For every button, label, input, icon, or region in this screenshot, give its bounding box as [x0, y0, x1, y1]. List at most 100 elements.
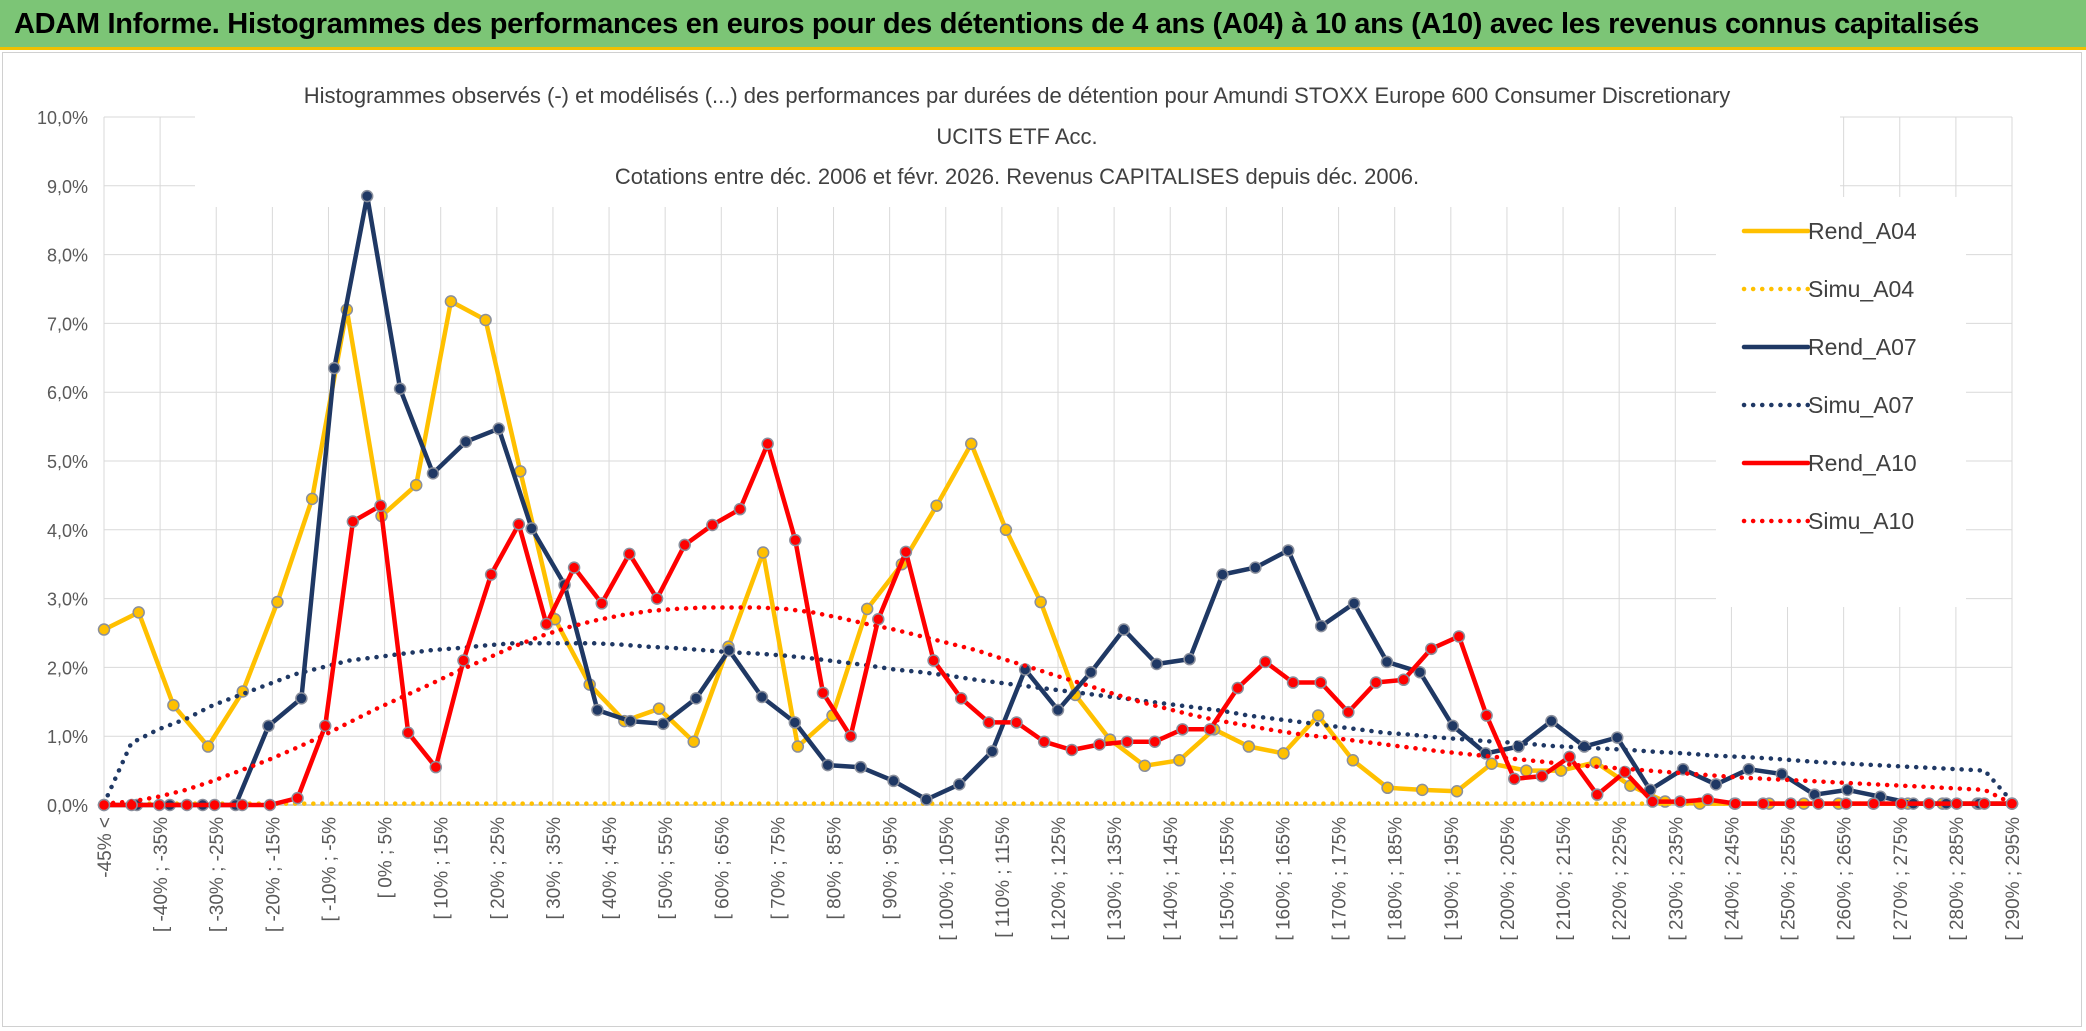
- data-point-rend-a10: [567, 561, 581, 574]
- legend: Rend_A04 Simu_A04 Rend_A07 Simu_A07 Rend_A10…: [1716, 197, 1966, 607]
- data-point-rend-a07: [492, 422, 506, 435]
- x-tick-label: [ 150% ; 155%: [1217, 817, 1238, 941]
- data-point-rend-a04: [97, 623, 111, 636]
- x-tick-label: [ 40% ; 45%: [600, 817, 621, 920]
- data-point-rend-a07: [1709, 778, 1723, 791]
- data-point-rend-a10: [1231, 681, 1244, 695]
- legend-label-rend-a07: Rend_A07: [1808, 334, 1917, 360]
- data-point-rend-a07: [656, 717, 670, 731]
- report-title: ADAM Informe. Histogrammes des performan…: [14, 8, 1980, 40]
- legend-label-simu-a04: Simu_A04: [1808, 276, 1914, 302]
- data-point-rend-a10: [1259, 655, 1272, 669]
- data-point-rend-a10: [1425, 642, 1438, 656]
- x-tick-label: [ 280% ; 285%: [1947, 817, 1968, 941]
- data-point-rend-a07: [624, 714, 637, 728]
- x-tick-label: [ 80% ; 85%: [825, 817, 846, 920]
- x-tick-label: [ 170% ; 175%: [1330, 817, 1351, 941]
- legend-label-simu-a07: Simu_A07: [1808, 392, 1914, 418]
- data-point-rend-a10: [1065, 743, 1079, 757]
- data-point-rend-a04: [1242, 740, 1256, 753]
- data-point-rend-a10: [208, 798, 221, 812]
- data-point-rend-a04: [201, 740, 215, 753]
- data-point-rend-a10: [1950, 797, 1963, 810]
- data-point-rend-a10: [1867, 797, 1880, 810]
- data-point-rend-a10: [761, 437, 774, 451]
- data-point-rend-a04: [1311, 709, 1325, 722]
- data-point-rend-a10: [318, 719, 332, 733]
- data-point-rend-a04: [1485, 757, 1498, 770]
- x-tick-label: [ 200% ; 205%: [1498, 817, 1519, 941]
- data-point-rend-a10: [1756, 797, 1770, 810]
- data-point-rend-a07: [821, 758, 834, 772]
- x-tick-label: [ -10% ; -5%: [319, 817, 340, 922]
- data-point-rend-a04: [1346, 754, 1360, 767]
- x-tick-label: [ -30% ; -25%: [207, 817, 228, 932]
- chart-title-line-1: Histogrammes observés (-) et modélisés (…: [304, 83, 1731, 108]
- data-point-rend-a10: [1701, 793, 1715, 806]
- data-point-rend-a10: [236, 798, 249, 812]
- x-tick-label: [ 260% ; 265%: [1835, 817, 1856, 941]
- data-point-rend-a04: [687, 735, 700, 748]
- data-point-rend-a10: [706, 518, 719, 532]
- x-tick-label: [ 110% ; 115%: [993, 817, 1014, 938]
- chart-title-line-3: Cotations entre déc. 2006 et févr. 2026.…: [615, 164, 1419, 189]
- data-point-rend-a10: [1480, 709, 1493, 722]
- data-point-rend-a10: [374, 499, 387, 512]
- data-point-rend-a10: [1895, 797, 1908, 810]
- data-point-rend-a10: [1673, 795, 1687, 808]
- data-point-rend-a10: [401, 726, 415, 740]
- x-tick-label: [ 230% ; 235%: [1666, 817, 1687, 941]
- data-point-rend-a07: [426, 467, 440, 480]
- data-point-rend-a10: [1508, 772, 1521, 786]
- data-point-rend-a10: [180, 798, 194, 812]
- y-tick-label: 5,0%: [47, 452, 88, 472]
- data-point-rend-a10: [1148, 735, 1162, 748]
- data-point-rend-a07: [393, 382, 407, 396]
- data-point-rend-a04: [132, 606, 145, 619]
- data-point-rend-a10: [954, 692, 968, 705]
- data-point-rend-a04: [479, 313, 492, 327]
- data-point-rend-a10: [595, 597, 608, 610]
- data-point-rend-a07: [1841, 783, 1854, 797]
- data-point-rend-a10: [678, 538, 691, 552]
- data-point-rend-a07: [953, 778, 966, 791]
- data-point-rend-a04: [1520, 764, 1533, 777]
- data-point-rend-a10: [982, 716, 996, 729]
- data-point-rend-a10: [1784, 797, 1798, 810]
- x-tick-label: [ 140% ; 145%: [1161, 817, 1182, 941]
- data-point-rend-a10: [1203, 723, 1217, 736]
- data-point-rend-a10: [899, 545, 913, 559]
- x-tick-label: [ 250% ; 255%: [1779, 817, 1800, 941]
- data-point-rend-a10: [1839, 797, 1853, 810]
- data-point-rend-a07: [1347, 597, 1361, 610]
- data-point-rend-a04: [860, 602, 874, 616]
- data-point-rend-a07: [1282, 544, 1295, 557]
- data-point-rend-a07: [1314, 619, 1328, 633]
- data-point-rend-a10: [1369, 676, 1383, 689]
- data-point-rend-a04: [1450, 784, 1464, 798]
- data-point-rend-a07: [1216, 568, 1229, 581]
- data-point-rend-a10: [927, 654, 940, 667]
- data-point-rend-a07: [887, 774, 900, 788]
- data-point-rend-a04: [791, 740, 805, 753]
- data-point-rend-a10: [512, 518, 526, 531]
- data-point-rend-a07: [689, 692, 703, 705]
- series-line-simu-a10: [101, 605, 2015, 806]
- chart-frame: [2, 52, 2082, 1027]
- data-point-rend-a07: [459, 435, 473, 448]
- x-tick-label: [ 240% ; 245%: [1722, 817, 1743, 941]
- data-point-rend-a07: [1446, 719, 1460, 733]
- data-point-rend-a10: [1812, 797, 1825, 810]
- data-point-rend-a10: [1535, 769, 1549, 783]
- legend-label-simu-a10: Simu_A10: [1808, 508, 1914, 534]
- data-point-rend-a10: [844, 729, 857, 743]
- data-point-rend-a10: [1452, 630, 1466, 643]
- data-point-rend-a04: [1138, 759, 1151, 773]
- data-point-rend-a10: [1729, 797, 1742, 810]
- data-point-rend-a10: [1563, 750, 1576, 764]
- data-point-rend-a04: [1034, 595, 1047, 609]
- data-point-rend-a10: [263, 798, 277, 812]
- legend-box: [1716, 197, 1966, 607]
- x-tick-label: [ 210% ; 215%: [1554, 817, 1575, 941]
- data-point-rend-a07: [328, 361, 341, 375]
